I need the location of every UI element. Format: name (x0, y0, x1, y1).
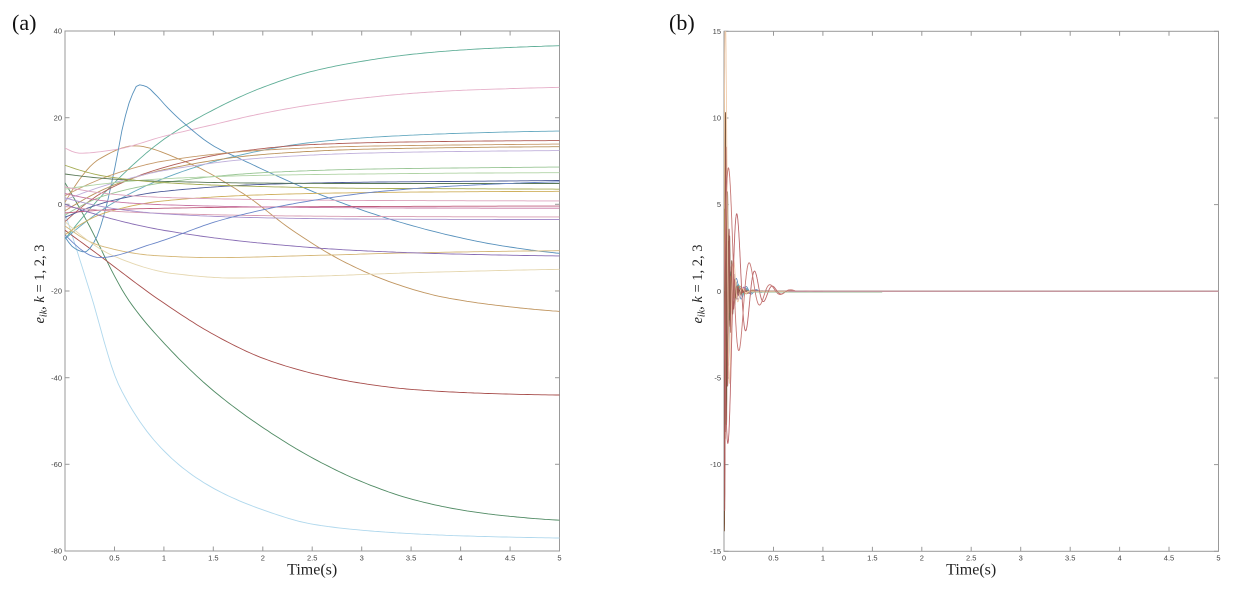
svg-text:Time(s): Time(s) (287, 562, 337, 579)
svg-text:2: 2 (920, 554, 924, 563)
svg-text:4: 4 (459, 553, 463, 562)
svg-text:2.5: 2.5 (966, 554, 976, 563)
svg-text:(a): (a) (12, 10, 36, 35)
svg-text:3.5: 3.5 (1065, 554, 1075, 563)
svg-text:10: 10 (713, 114, 721, 123)
svg-text:0: 0 (58, 200, 62, 209)
svg-text:0.5: 0.5 (768, 554, 778, 563)
svg-text:-10: -10 (710, 460, 721, 469)
svg-text:3: 3 (1019, 554, 1023, 563)
svg-text:4.5: 4.5 (505, 553, 515, 562)
svg-text:40: 40 (54, 27, 62, 36)
svg-text:1.5: 1.5 (208, 553, 218, 562)
svg-text:4.5: 4.5 (1164, 554, 1174, 563)
svg-text:-40: -40 (51, 373, 62, 382)
svg-text:0: 0 (722, 554, 726, 563)
svg-text:-5: -5 (714, 374, 721, 383)
svg-text:3: 3 (360, 553, 364, 562)
svg-text:0.5: 0.5 (109, 553, 119, 562)
svg-text:15: 15 (713, 27, 721, 36)
svg-text:3.5: 3.5 (406, 553, 416, 562)
svg-text:1: 1 (162, 553, 166, 562)
svg-text:0: 0 (717, 287, 721, 296)
svg-text:2.5: 2.5 (307, 553, 317, 562)
svg-text:4: 4 (1118, 554, 1122, 563)
svg-text:-60: -60 (51, 460, 62, 469)
svg-text:eik, k = 1, 2, 3: eik, k = 1, 2, 3 (32, 244, 50, 323)
svg-text:eik, k = 1, 2, 3: eik, k = 1, 2, 3 (690, 244, 708, 323)
svg-text:20: 20 (54, 113, 62, 122)
svg-text:-80: -80 (51, 547, 62, 556)
svg-text:-15: -15 (710, 547, 721, 556)
svg-text:2: 2 (261, 553, 265, 562)
svg-text:Time(s): Time(s) (946, 562, 996, 579)
svg-text:0: 0 (63, 553, 67, 562)
svg-text:5: 5 (717, 200, 721, 209)
svg-text:1: 1 (821, 554, 825, 563)
svg-text:(b): (b) (669, 10, 695, 35)
svg-text:1.5: 1.5 (867, 554, 877, 563)
svg-text:5: 5 (557, 553, 561, 562)
svg-text:5: 5 (1216, 554, 1220, 563)
svg-text:-20: -20 (51, 287, 62, 296)
